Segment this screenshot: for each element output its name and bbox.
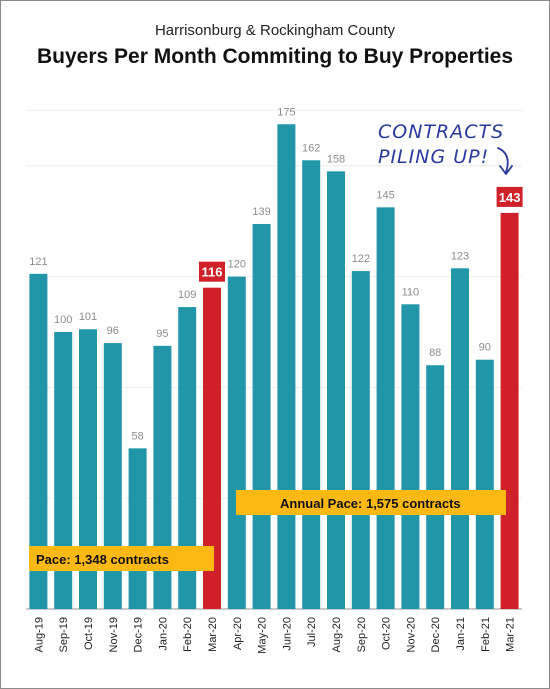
x-tick-label: Oct-20 <box>381 617 393 650</box>
x-tick-label: Feb-20 <box>182 617 194 652</box>
chart-title: Buyers Per Month Commiting to Buy Proper… <box>36 45 514 68</box>
bar-aug-19 <box>29 273 48 609</box>
value-label: 175 <box>277 106 295 118</box>
bar-sep-19 <box>54 332 73 609</box>
x-tick-label: Sep-19 <box>58 617 70 652</box>
x-tick-label: Sep-20 <box>356 617 368 652</box>
x-tick-label: Jan-21 <box>455 617 467 651</box>
x-tick-label: Jul-20 <box>306 617 318 647</box>
bar-nov-20 <box>401 304 420 609</box>
bar-dec-20 <box>426 365 445 609</box>
annotation-arrow-icon <box>497 147 513 175</box>
value-badge <box>199 261 225 282</box>
bar-sep-20 <box>351 271 370 609</box>
handwritten-annotation-line2: PILING UP! <box>378 146 489 168</box>
x-tick-label: Aug-20 <box>331 617 343 652</box>
bar-dec-19 <box>128 448 147 609</box>
bar-jun-20 <box>277 124 296 609</box>
value-label: 95 <box>156 328 168 340</box>
value-label: 58 <box>131 430 143 442</box>
x-tick-label: Dec-20 <box>430 617 442 652</box>
value-label: 139 <box>252 206 270 218</box>
value-label: 122 <box>352 253 370 265</box>
value-label: 143 <box>499 190 521 205</box>
bar-may-20 <box>252 223 271 609</box>
x-tick-label: Nov-20 <box>405 617 417 652</box>
x-tick-label: Mar-21 <box>505 617 517 652</box>
bar-jan-20 <box>153 345 172 609</box>
x-tick-label: Feb-21 <box>480 617 492 652</box>
bar-apr-20 <box>227 276 246 609</box>
x-tick-label: Jan-20 <box>157 617 169 651</box>
value-badge <box>496 186 523 207</box>
bar-nov-19 <box>103 343 122 609</box>
x-tick-label: Oct-19 <box>83 617 95 650</box>
value-label: 158 <box>327 153 345 165</box>
value-label: 120 <box>228 259 246 271</box>
x-tick-label: Mar-20 <box>207 617 219 652</box>
x-tick-label: Aug-19 <box>33 617 45 652</box>
bar-mar-20 <box>203 287 221 609</box>
x-tick-label: May-20 <box>257 617 269 654</box>
value-label: 100 <box>54 314 72 326</box>
value-label: 145 <box>376 189 394 201</box>
pace-label: Pace: 1,348 contracts <box>36 552 169 567</box>
value-label: 116 <box>202 265 223 280</box>
value-label: 121 <box>29 256 47 268</box>
pace-box <box>29 546 214 571</box>
bar-jul-20 <box>302 160 321 609</box>
value-label: 162 <box>302 142 320 154</box>
bar-oct-19 <box>79 329 97 609</box>
value-label: 123 <box>451 250 469 262</box>
bar-aug-20 <box>327 171 345 609</box>
value-label: 109 <box>178 289 196 301</box>
x-tick-label: Dec-19 <box>133 617 145 652</box>
x-tick-label: Jun-20 <box>281 617 293 651</box>
value-label: 88 <box>429 347 441 359</box>
x-tick-label: Apr-20 <box>232 617 244 650</box>
bar-feb-20 <box>178 307 197 609</box>
chart-subtitle: Harrisonburg & Rockingham County <box>154 22 396 39</box>
bar-oct-20 <box>376 207 395 609</box>
bar-mar-21 <box>500 212 519 609</box>
value-label: 110 <box>402 286 420 298</box>
annual-pace-box <box>236 490 506 515</box>
handwritten-annotation-line1: CONTRACTS <box>378 121 504 143</box>
bar-feb-21 <box>475 359 494 609</box>
x-tick-label: Nov-19 <box>108 617 120 652</box>
bar-jan-21 <box>451 268 469 609</box>
value-label: 90 <box>479 342 491 354</box>
value-label: 101 <box>79 311 97 323</box>
value-label: 96 <box>107 325 119 337</box>
annual-pace-label: Annual Pace: 1,575 contracts <box>280 496 461 511</box>
